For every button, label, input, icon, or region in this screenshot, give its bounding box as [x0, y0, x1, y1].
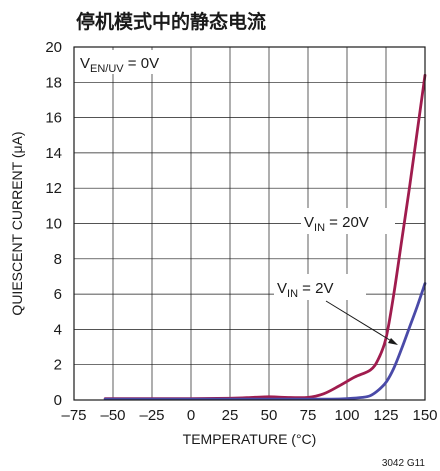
y-tick-label: 14	[45, 145, 62, 162]
leader-arrowhead	[388, 338, 398, 345]
y-tick-label: 4	[54, 321, 62, 338]
x-tick-label: 125	[373, 407, 398, 424]
y-tick-label: 0	[54, 392, 62, 409]
label-bg-vin-20v	[301, 208, 395, 234]
chart-title: 停机模式中的静态电流	[76, 10, 266, 33]
y-tick-label: 12	[45, 180, 62, 197]
x-tick-label: –50	[100, 407, 125, 424]
y-axis-label: QUIESCENT CURRENT (μA)	[9, 131, 25, 315]
condition-label: VEN/UV = 0V	[80, 55, 159, 75]
y-tick-label: 16	[45, 110, 62, 127]
x-tick-label: –25	[139, 407, 164, 424]
svg-text:VIN = 20V: VIN = 20V	[304, 214, 369, 234]
y-tick-label: 8	[54, 251, 62, 268]
series-label-vin-2v: VIN = 2V	[277, 280, 333, 300]
x-tick-label: 50	[261, 407, 278, 424]
series-layer	[103, 73, 427, 401]
svg-text:VEN/UV = 0V: VEN/UV = 0V	[80, 55, 159, 75]
label-bg-vin-2v	[274, 274, 366, 300]
x-tick-label: 25	[222, 407, 239, 424]
y-tick-label: 10	[45, 216, 62, 233]
y-tick-label: 6	[54, 286, 62, 303]
x-tick-label: 150	[412, 407, 437, 424]
x-tick-label: 0	[187, 407, 195, 424]
x-tick-label: –75	[61, 407, 86, 424]
x-tick-label: 75	[300, 407, 317, 424]
plot-frame	[73, 46, 426, 401]
tick-labels: –75 –50 –25 0 25 50 75 100 125 150 0 2 4 6 8 10 12 14 16 18…	[45, 39, 437, 424]
x-tick-label: 100	[334, 407, 359, 424]
annotations: VEN/UV = 0V VIN = 20V VIN = 2V	[76, 50, 398, 345]
series-label-vin-20v: VIN = 20V	[304, 214, 369, 234]
figure-id: 3042 G11	[382, 458, 426, 469]
series-line-vin-2v	[103, 282, 427, 401]
y-tick-label: 20	[45, 39, 62, 56]
y-tick-label: 18	[45, 74, 62, 91]
series-line-vin-20v	[103, 73, 427, 401]
x-axis-label: TEMPERATURE (°C)	[183, 431, 317, 447]
condition-label-bg	[76, 50, 174, 74]
y-tick-label: 2	[54, 357, 62, 374]
svg-text:VIN = 2V: VIN = 2V	[277, 280, 333, 300]
leader-line	[325, 300, 394, 343]
